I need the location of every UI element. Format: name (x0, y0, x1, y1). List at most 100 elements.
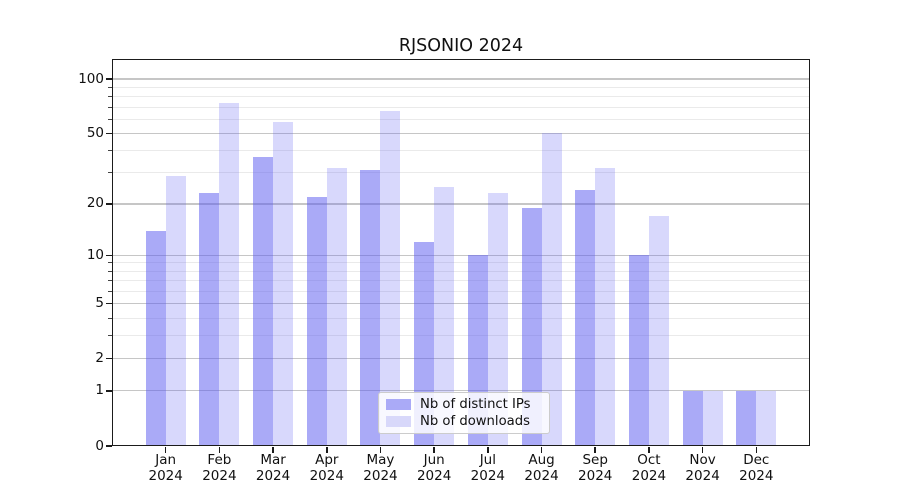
x-tick-mark-nov (701, 447, 704, 453)
y-tick-mark-1 (106, 390, 112, 392)
y-tick-mark-20 (106, 203, 112, 205)
gridline-major-50 (112, 132, 810, 134)
legend-swatch-downloads (386, 416, 411, 427)
y-tick-mark-0 (106, 445, 112, 447)
x-tick-year: 2024 (685, 468, 720, 484)
bar-downloads-jan (165, 175, 186, 446)
gridline-minor-3 (112, 335, 810, 337)
x-tick-label-apr: Apr 2024 (295, 452, 359, 484)
y-minor-tick-mark-3 (108, 335, 112, 337)
x-tick-mark-mar (272, 447, 274, 453)
gridline-minor-8 (112, 270, 810, 272)
bar-downloads-may (380, 110, 401, 446)
x-tick-label-may: May 2024 (348, 452, 412, 484)
x-tick-year: 2024 (202, 468, 237, 484)
x-tick-year: 2024 (255, 468, 291, 484)
x-tick-mark-apr (326, 447, 328, 453)
x-tick-label-oct: Oct 2024 (617, 452, 681, 484)
x-tick-mark-aug (540, 447, 543, 453)
y-minor-tick-mark-4 (108, 317, 112, 319)
bar-distinct-ips-nov (682, 390, 703, 446)
x-tick-label-jul: Jul 2024 (456, 452, 520, 484)
x-tick-month: Jan (155, 452, 177, 468)
y-tick-label-0: 0 (95, 437, 104, 454)
x-tick-label-jan: Jan 2024 (134, 452, 198, 484)
x-tick-mark-jun (433, 447, 435, 453)
x-tick-month: Mar (260, 452, 286, 468)
x-tick-month: Aug (528, 452, 555, 468)
y-minor-tick-mark-90 (108, 86, 112, 88)
y-minor-tick-mark-6 (108, 290, 112, 292)
x-tick-year: 2024 (578, 468, 613, 484)
bar-distinct-ips-feb (199, 193, 220, 446)
bar-downloads-apr (326, 168, 347, 446)
bar-downloads-feb (219, 102, 240, 446)
y-tick-mark-2 (106, 357, 112, 360)
y-minor-tick-mark-8 (108, 270, 112, 272)
x-tick-month: Jul (479, 452, 496, 468)
gridline-minor-6 (112, 290, 810, 292)
x-tick-month: Feb (207, 452, 232, 468)
y-minor-tick-mark-40 (108, 150, 112, 152)
gridline-major-20 (112, 203, 810, 205)
legend-item-downloads: Nb of downloads (386, 414, 542, 429)
y-tick-mark-10 (106, 254, 112, 257)
x-tick-mark-oct (648, 447, 650, 453)
x-tick-mark-dec (755, 447, 758, 453)
bar-downloads-jul (487, 193, 508, 446)
x-tick-mark-jul (487, 447, 489, 453)
bar-distinct-ips-aug (521, 207, 542, 446)
x-tick-year: 2024 (416, 468, 452, 484)
x-tick-year: 2024 (363, 468, 398, 484)
legend: Nb of distinct IPs Nb of downloads (378, 392, 550, 434)
x-tick-month: Apr (315, 452, 339, 468)
x-tick-label-mar: Mar 2024 (241, 452, 305, 484)
gridline-minor-7 (112, 280, 810, 282)
y-tick-mark-5 (106, 302, 112, 305)
y-tick-label-5: 5 (95, 295, 104, 312)
y-tick-label-1: 1 (95, 382, 104, 399)
gridline-major-100 (112, 78, 810, 80)
y-minor-tick-mark-60 (108, 118, 112, 120)
y-tick-label-20: 20 (86, 195, 104, 212)
y-minor-tick-mark-7 (108, 280, 112, 282)
legend-swatch-distinct-ips (386, 399, 411, 410)
y-minor-tick-mark-9 (108, 262, 112, 264)
x-tick-year: 2024 (309, 468, 344, 484)
legend-label-downloads: Nb of downloads (420, 414, 530, 429)
x-tick-year: 2024 (148, 468, 183, 484)
y-minor-tick-mark-70 (108, 106, 112, 108)
x-tick-month: Oct (637, 452, 661, 468)
gridline-major-1 (112, 390, 810, 392)
bar-downloads-dec (756, 390, 777, 446)
y-tick-mark-100 (106, 78, 112, 80)
x-tick-label-jun: Jun 2024 (402, 452, 466, 484)
gridline-minor-70 (112, 106, 810, 108)
gridline-minor-60 (112, 118, 810, 120)
legend-item-distinct-ips: Nb of distinct IPs (386, 397, 542, 412)
x-tick-mark-feb (218, 447, 221, 453)
gridline-minor-40 (112, 150, 810, 152)
x-tick-month: Dec (743, 452, 770, 468)
chart-title: RJSONIO 2024 (398, 36, 524, 56)
x-tick-label-sep: Sep 2024 (563, 452, 627, 484)
y-tick-label-50: 50 (86, 124, 104, 141)
gridline-minor-9 (112, 262, 810, 264)
x-tick-month: Sep (582, 452, 608, 468)
x-tick-month: Nov (689, 452, 716, 468)
x-tick-label-aug: Aug 2024 (510, 452, 574, 484)
x-tick-label-dec: Dec 2024 (724, 452, 788, 484)
gridline-minor-80 (112, 96, 810, 98)
bar-distinct-ips-may (360, 170, 381, 446)
x-tick-year: 2024 (470, 468, 506, 484)
gridline-major-10 (112, 254, 810, 256)
x-tick-mark-jan (164, 447, 167, 453)
x-tick-mark-may (379, 447, 382, 453)
x-tick-year: 2024 (524, 468, 559, 484)
y-minor-tick-mark-80 (108, 96, 112, 98)
bar-downloads-mar (273, 121, 294, 446)
x-tick-label-feb: Feb 2024 (187, 452, 251, 484)
bar-distinct-ips-dec (736, 390, 757, 446)
x-tick-year: 2024 (631, 468, 667, 484)
